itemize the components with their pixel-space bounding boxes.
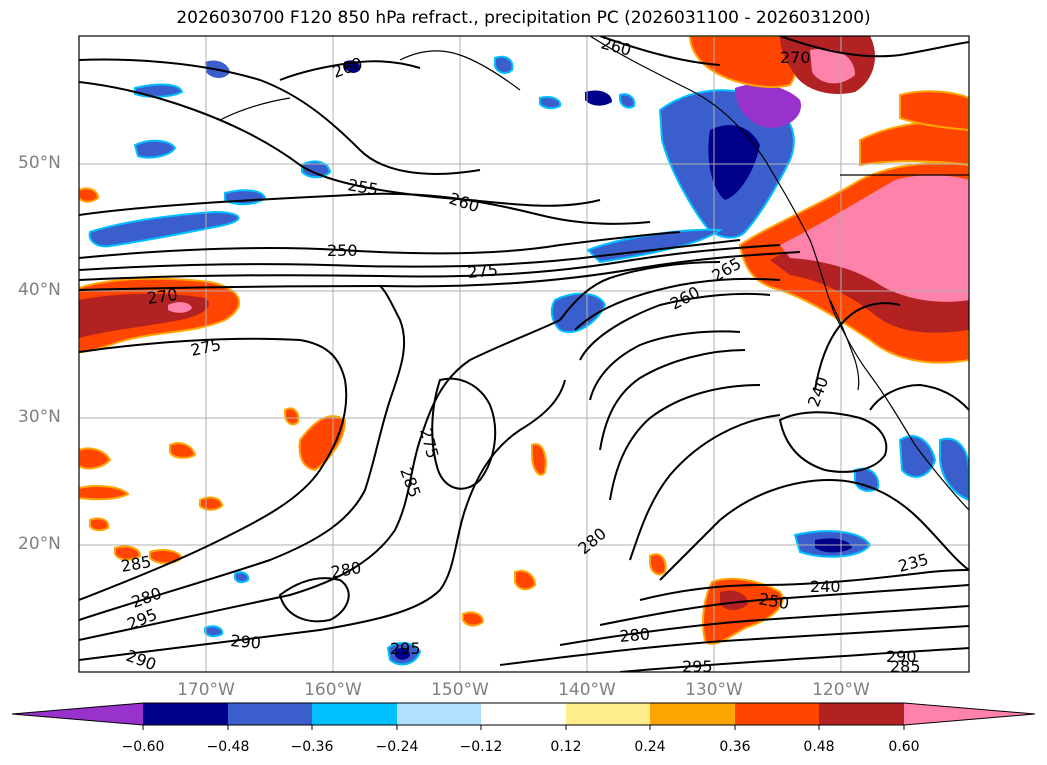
- colorbar-extend-high: [904, 703, 1035, 725]
- colorbar-tick-label: 0.36: [719, 739, 751, 755]
- colorbar-swatch: [735, 703, 819, 725]
- contour-label: 280: [619, 624, 651, 646]
- lat-label: 20°N: [18, 534, 61, 554]
- lon-label: 120°W: [812, 680, 870, 700]
- lon-label: 160°W: [304, 680, 362, 700]
- colorbar-swatch: [566, 703, 650, 725]
- colorbar-swatch: [143, 703, 228, 725]
- colorbar-swatch: [312, 703, 397, 725]
- contour-label: 285: [890, 657, 921, 676]
- colorbar-tick-label: −0.12: [459, 739, 503, 755]
- lat-label: 50°N: [18, 153, 61, 173]
- contour-label: 270: [780, 48, 811, 67]
- lat-label: 30°N: [18, 407, 61, 427]
- colorbar-swatch: [228, 703, 312, 725]
- colorbar-extend-low: [12, 703, 143, 725]
- contour-label: 295: [682, 657, 713, 676]
- contour-label: 250: [327, 241, 358, 260]
- contour-label: 290: [230, 631, 262, 653]
- colorbar-swatch: [650, 703, 735, 725]
- colorbar-swatch: [819, 703, 904, 725]
- coastlines: [219, 36, 969, 511]
- colorbar-tick-label: 0.48: [803, 739, 835, 755]
- colorbar-ticks: [142, 725, 905, 730]
- lon-label: 130°W: [685, 680, 743, 700]
- colorbar-tick-label: −0.24: [375, 739, 419, 755]
- contour-label: 275: [467, 260, 499, 282]
- colorbar-swatch: [481, 703, 566, 725]
- lon-label: 150°W: [431, 680, 489, 700]
- graticule: [79, 36, 969, 672]
- colorbar-tick-label: 0.12: [550, 739, 582, 755]
- contour-label: 270: [146, 285, 179, 308]
- contour-label: 240: [810, 577, 841, 596]
- colorbar-tick-label: −0.36: [290, 739, 334, 755]
- colorbar-tick-label: −0.60: [121, 739, 165, 755]
- colorbar-tick-label: 0.60: [888, 739, 920, 755]
- map-title: 2026030700 F120 850 hPa refract., precip…: [176, 8, 871, 28]
- lat-label: 40°N: [18, 280, 61, 300]
- colorbar-tick-label: 0.24: [634, 739, 666, 755]
- lon-label: 140°W: [558, 680, 616, 700]
- lon-label: 170°W: [177, 680, 235, 700]
- map-frame: [78, 35, 970, 673]
- contour-label: 290: [886, 647, 917, 666]
- colorbar: [11, 702, 1036, 730]
- colorbar-tick-label: −0.48: [206, 739, 250, 755]
- map-area: [79, 36, 969, 672]
- refractivity-contours: [79, 36, 969, 672]
- contour-label: 295: [390, 639, 421, 658]
- colorbar-swatch: [397, 703, 481, 725]
